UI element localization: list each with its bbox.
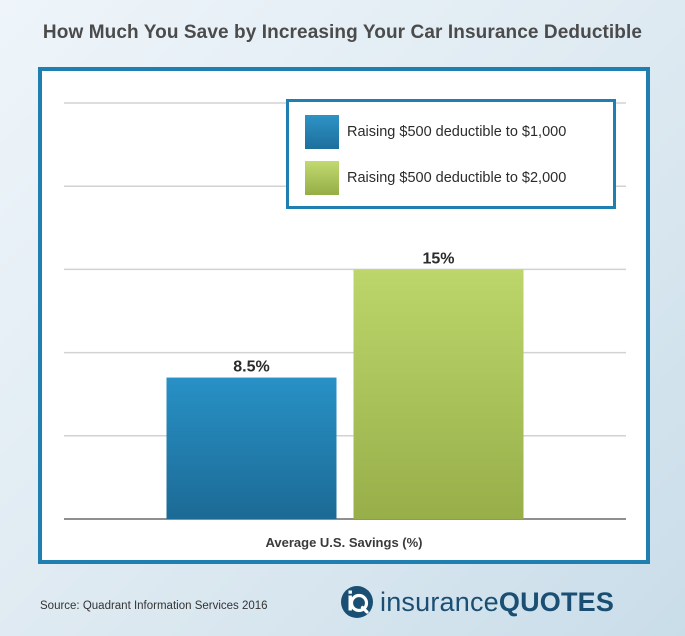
- x-axis-label: Average U.S. Savings (%): [265, 535, 423, 550]
- logo-wordmark: insuranceQUOTES: [380, 587, 614, 618]
- legend-swatch-blue: [305, 115, 339, 149]
- iq-logo-icon: [341, 586, 373, 618]
- bar-value-label-2: 15%: [422, 250, 454, 267]
- legend-item-1: Raising $500 deductible to $1,000: [305, 115, 566, 149]
- logo-word-quotes: QUOTES: [498, 586, 615, 617]
- bar-chart: 8.5% 15%: [64, 102, 626, 520]
- legend-swatch-green: [305, 161, 339, 195]
- insurance-quotes-logo: insuranceQUOTES: [340, 584, 614, 620]
- chart-title: How Much You Save by Increasing Your Car…: [42, 22, 643, 43]
- legend-label-1: Raising $500 deductible to $1,000: [347, 124, 567, 140]
- bar-series-2: [353, 269, 524, 519]
- chart-legend: Raising $500 deductible to $1,000 Raisin…: [286, 99, 616, 209]
- bar-value-label-1: 8.5%: [233, 359, 269, 376]
- chart-panel: 8.5% 15% Raising $500 deductible to $1,00…: [38, 67, 650, 564]
- source-note: Source: Quadrant Information Services 20…: [40, 600, 268, 612]
- legend-item-2: Raising $500 deductible to $2,000: [305, 161, 566, 195]
- bar-series-1: [166, 377, 337, 519]
- legend-label-2: Raising $500 deductible to $2,000: [347, 170, 567, 186]
- logo-word-insurance: insurance: [380, 586, 499, 617]
